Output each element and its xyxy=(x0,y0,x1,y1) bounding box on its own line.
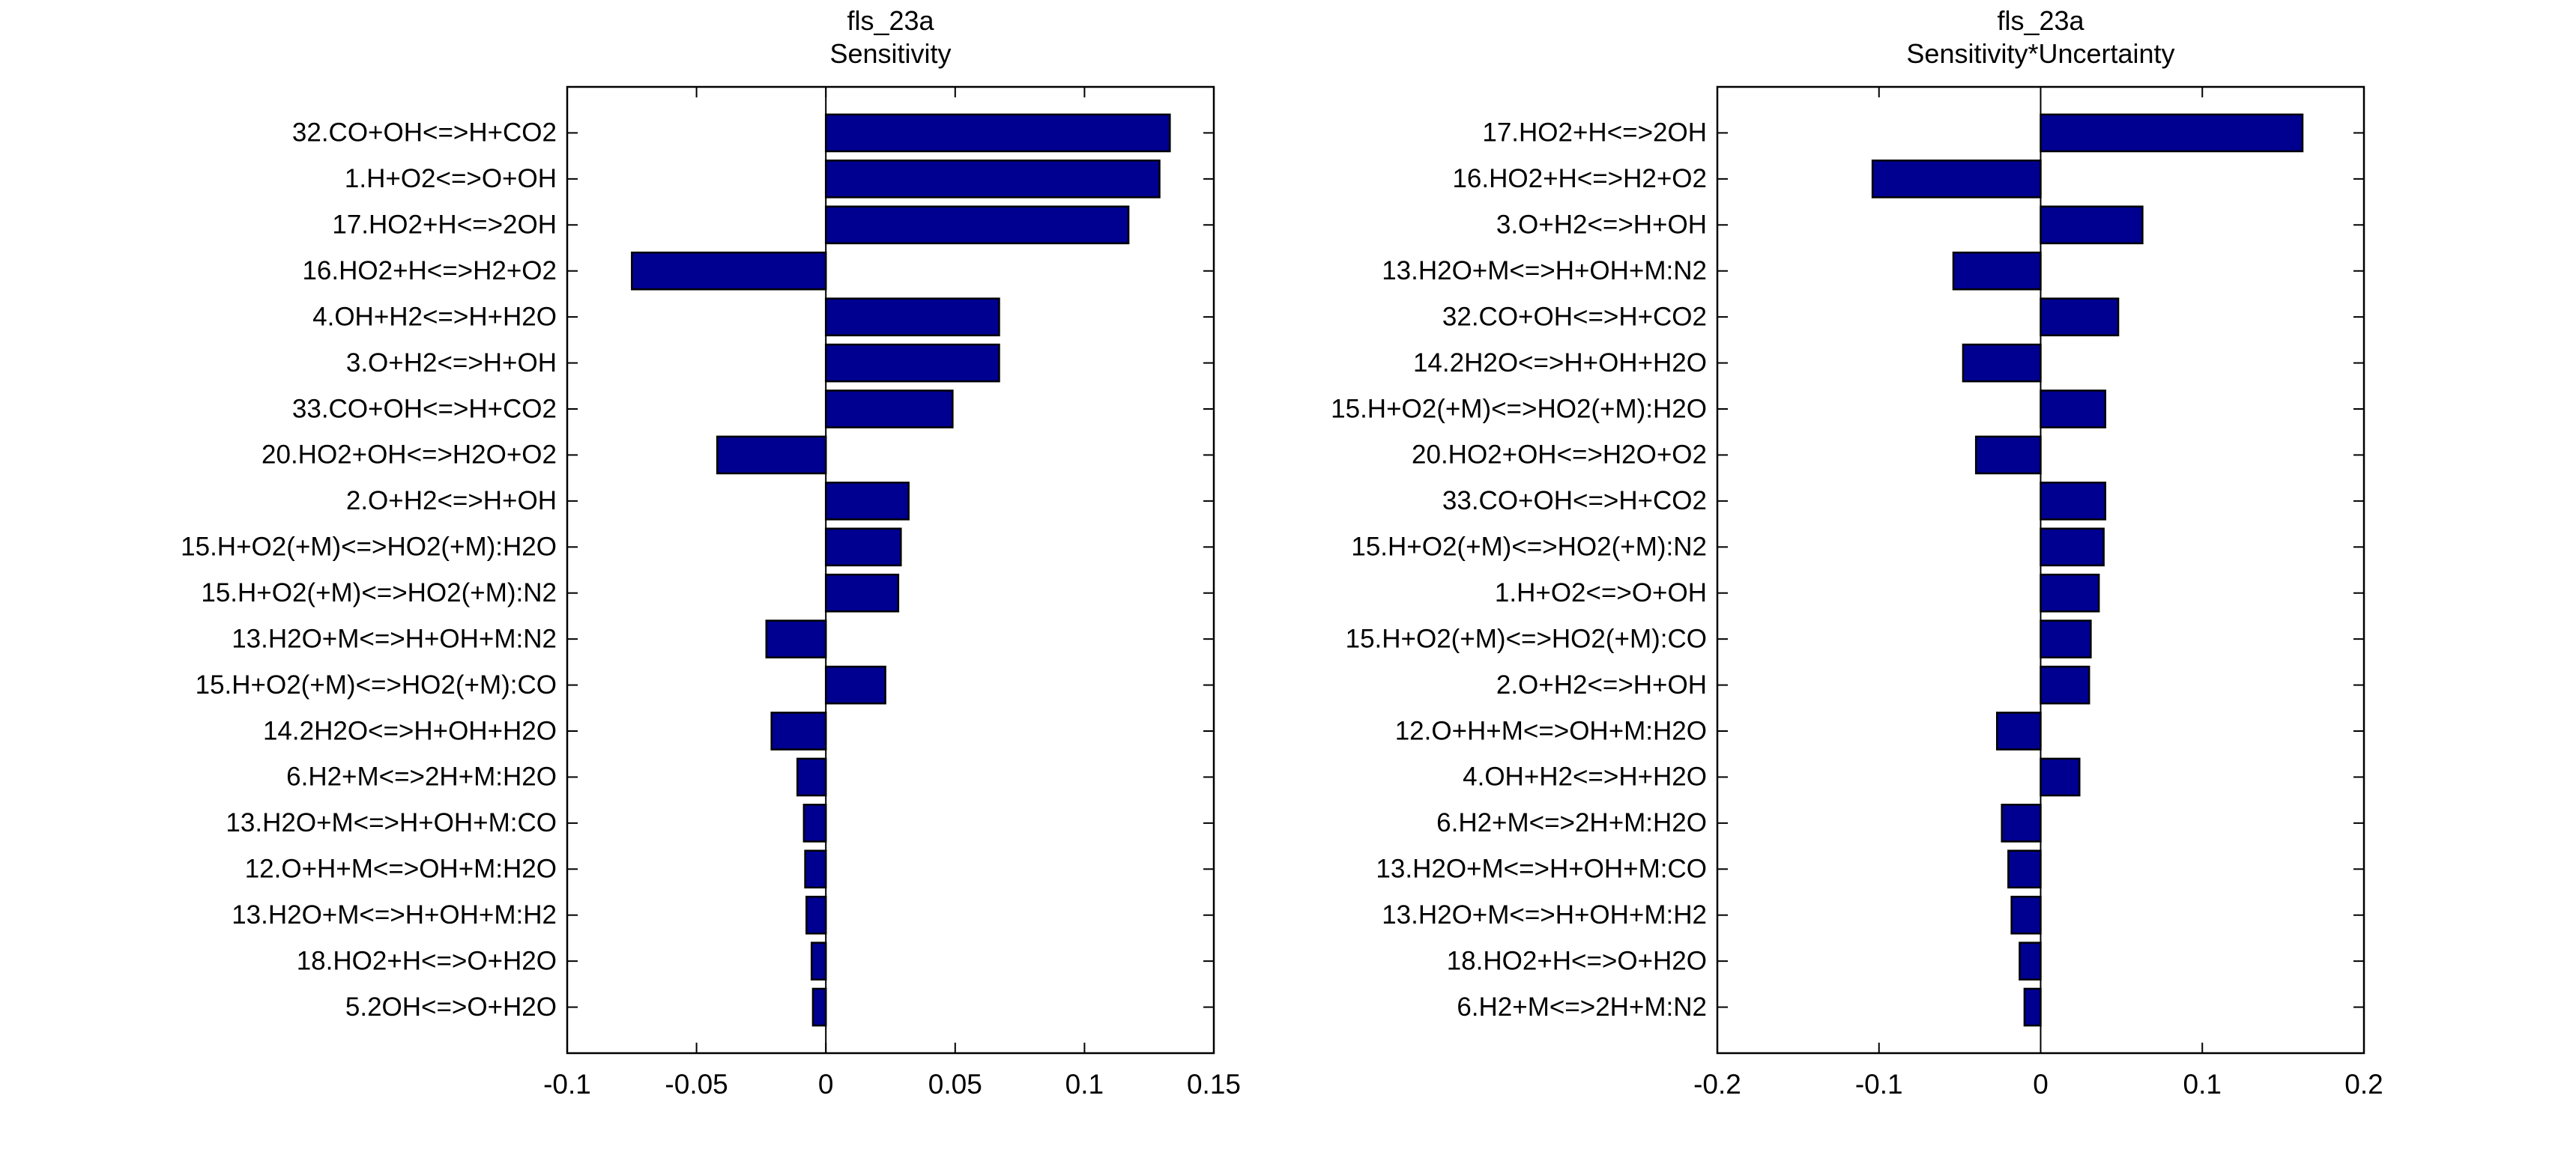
x-tick-label: 0 xyxy=(2033,1069,2049,1100)
x-tick-label: 0.05 xyxy=(928,1069,982,1100)
bar xyxy=(824,527,902,567)
y-tick-label: 18.HO2+H<=>O+H2O xyxy=(297,946,557,975)
y-tick-label: 6.H2+M<=>2H+M:H2O xyxy=(1436,808,1707,837)
y-tick-label: 15.H+O2(+M)<=>HO2(+M):N2 xyxy=(201,578,557,607)
x-tick-label: -0.05 xyxy=(665,1069,728,1100)
y-tick-label: 2.O+H2<=>H+OH xyxy=(346,486,557,515)
bar xyxy=(765,619,827,658)
x-tick-label: 0.1 xyxy=(2183,1069,2222,1100)
y-tick-label: 17.HO2+H<=>2OH xyxy=(1482,118,1707,148)
y-tick-label: 1.H+O2<=>O+OH xyxy=(1495,578,1707,607)
bar xyxy=(804,849,827,889)
y-tick-label: 5.2OH<=>O+H2O xyxy=(345,992,557,1022)
bar xyxy=(824,665,886,705)
x-tick-label: -0.1 xyxy=(1855,1069,1903,1100)
y-tick-label: 13.H2O+M<=>H+OH+M:H2 xyxy=(1382,900,1707,930)
y-tick-label: 13.H2O+M<=>H+OH+M:N2 xyxy=(1382,256,1707,285)
bar xyxy=(2001,804,2042,843)
bar xyxy=(2007,849,2042,889)
y-tick-label: 15.H+O2(+M)<=>HO2(+M):CO xyxy=(196,670,557,700)
bar xyxy=(805,895,827,935)
x-tick-label: 0 xyxy=(818,1069,834,1100)
y-tick-label: 15.H+O2(+M)<=>HO2(+M):H2O xyxy=(1331,394,1707,423)
bar xyxy=(770,712,827,751)
bar xyxy=(1974,435,2042,475)
y-tick-label: 13.H2O+M<=>H+OH+M:N2 xyxy=(232,624,557,653)
y-tick-label: 32.CO+OH<=>H+CO2 xyxy=(1442,302,1707,331)
bar xyxy=(2040,527,2105,567)
x-tick-label: 0.1 xyxy=(1065,1069,1104,1100)
y-tick-label: 16.HO2+H<=>H2+O2 xyxy=(1452,164,1707,193)
y-tick-label: 32.CO+OH<=>H+CO2 xyxy=(292,118,557,148)
y-tick-label: 20.HO2+OH<=>H2O+O2 xyxy=(1412,440,1707,470)
bar xyxy=(2040,573,2100,613)
bar xyxy=(1995,712,2042,751)
y-tick-label: 15.H+O2(+M)<=>HO2(+M):N2 xyxy=(1351,533,1707,562)
bar xyxy=(824,482,910,521)
bar xyxy=(2040,619,2092,658)
bar xyxy=(2040,482,2107,521)
y-tick-label: 12.O+H+M<=>OH+M:H2O xyxy=(245,855,557,884)
bar xyxy=(2040,205,2144,245)
y-tick-label: 3.O+H2<=>H+OH xyxy=(346,348,557,378)
y-tick-label: 20.HO2+OH<=>H2O+O2 xyxy=(261,440,557,470)
bar xyxy=(716,435,827,475)
y-tick-label: 13.H2O+M<=>H+OH+M:CO xyxy=(226,808,557,837)
bar xyxy=(824,205,1130,245)
bar xyxy=(811,987,827,1027)
y-tick-label: 33.CO+OH<=>H+CO2 xyxy=(292,394,557,423)
y-tick-label: 13.H2O+M<=>H+OH+M:H2 xyxy=(232,900,557,930)
bar xyxy=(824,390,954,428)
bar xyxy=(2040,665,2090,705)
y-tick-label: 33.CO+OH<=>H+CO2 xyxy=(1442,486,1707,515)
chart-title: fls_23a xyxy=(1997,5,2084,36)
bar xyxy=(631,251,827,291)
bar xyxy=(796,757,827,797)
bar xyxy=(824,343,1000,383)
y-tick-label: 6.H2+M<=>2H+M:H2O xyxy=(286,763,557,792)
y-tick-label: 2.O+H2<=>H+OH xyxy=(1496,670,1707,700)
bar xyxy=(2040,757,2081,797)
bar xyxy=(2040,297,2120,336)
y-tick-label: 18.HO2+H<=>O+H2O xyxy=(1447,946,1707,975)
x-tick-label: 0.2 xyxy=(2344,1069,2383,1100)
bar xyxy=(2019,942,2042,980)
bar xyxy=(810,942,827,980)
bar xyxy=(824,160,1161,198)
bar xyxy=(2040,390,2107,428)
y-tick-label: 15.H+O2(+M)<=>HO2(+M):CO xyxy=(1346,624,1707,653)
y-tick-label: 14.2H2O<=>H+OH+H2O xyxy=(263,716,557,745)
bar xyxy=(802,804,827,843)
chart-subtitle: Sensitivity*Uncertainty xyxy=(1906,38,2174,69)
x-tick-label: -0.1 xyxy=(543,1069,591,1100)
y-tick-label: 17.HO2+H<=>2OH xyxy=(332,210,557,240)
bar xyxy=(824,113,1171,153)
y-tick-label: 14.2H2O<=>H+OH+H2O xyxy=(1413,348,1707,378)
y-tick-label: 1.H+O2<=>O+OH xyxy=(345,164,557,193)
bar xyxy=(824,297,1000,336)
y-tick-label: 15.H+O2(+M)<=>HO2(+M):H2O xyxy=(181,533,557,562)
x-tick-label: 0.15 xyxy=(1187,1069,1241,1100)
bar xyxy=(2040,113,2304,153)
bar xyxy=(1962,343,2042,383)
x-tick-label: -0.2 xyxy=(1693,1069,1741,1100)
chart-subtitle: Sensitivity xyxy=(829,38,951,69)
bar xyxy=(2010,895,2042,935)
y-tick-label: 4.OH+H2<=>H+H2O xyxy=(312,302,557,331)
bar xyxy=(824,573,900,613)
y-tick-label: 12.O+H+M<=>OH+M:H2O xyxy=(1395,716,1707,745)
y-tick-label: 16.HO2+H<=>H2+O2 xyxy=(302,256,557,285)
y-tick-label: 3.O+H2<=>H+OH xyxy=(1496,210,1707,240)
bar xyxy=(1871,160,2042,198)
bar xyxy=(1952,251,2042,291)
y-tick-label: 4.OH+H2<=>H+H2O xyxy=(1463,763,1707,792)
chart-title: fls_23a xyxy=(847,5,934,36)
bar xyxy=(2023,987,2042,1027)
y-tick-label: 6.H2+M<=>2H+M:N2 xyxy=(1457,992,1707,1022)
axes-frame xyxy=(566,85,1215,1055)
y-tick-label: 13.H2O+M<=>H+OH+M:CO xyxy=(1376,855,1707,884)
